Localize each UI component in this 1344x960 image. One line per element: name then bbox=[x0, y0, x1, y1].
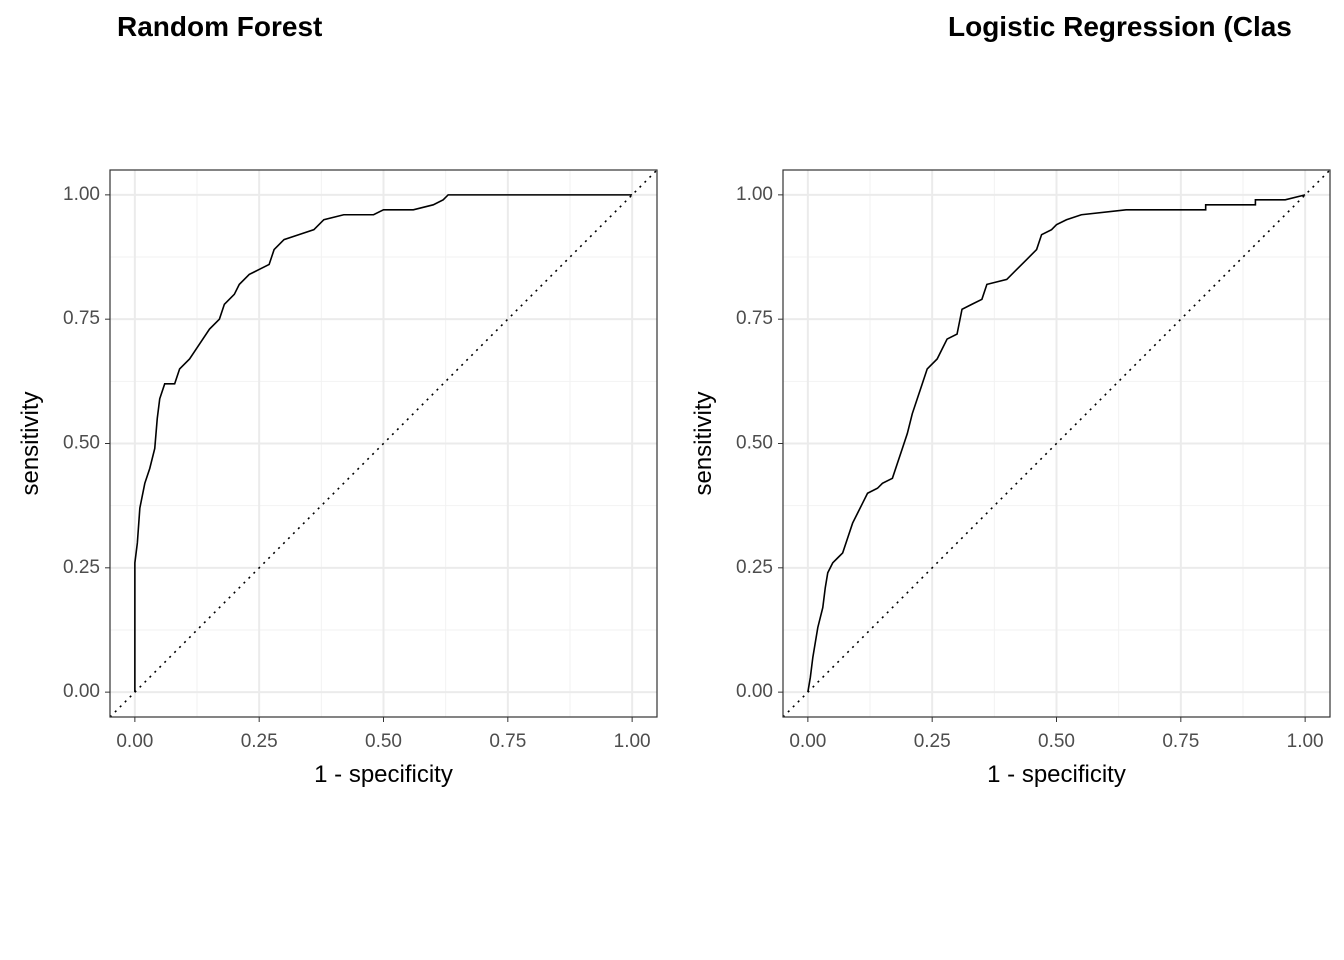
reference-diagonal bbox=[782, 169, 1331, 718]
x-tick-label: 0.00 bbox=[789, 731, 826, 752]
y-tick-label: 0.00 bbox=[63, 681, 100, 702]
y-tick-label: 0.50 bbox=[63, 433, 100, 454]
x-tick-label: 0.00 bbox=[116, 731, 153, 752]
x-tick-label: 0.25 bbox=[241, 731, 278, 752]
x-axis-label: 1 - specificity bbox=[987, 761, 1126, 788]
x-tick-label: 0.25 bbox=[914, 731, 951, 752]
y-tick-label: 0.75 bbox=[63, 308, 100, 329]
reference-diagonal bbox=[109, 169, 658, 718]
y-tick-label: 0.25 bbox=[736, 557, 773, 578]
x-tick-label: 1.00 bbox=[1287, 731, 1324, 752]
y-tick-label: 1.00 bbox=[63, 184, 100, 205]
x-tick-label: 1.00 bbox=[614, 731, 651, 752]
chart-title: Logistic Regression (Clas bbox=[948, 11, 1292, 42]
y-tick-label: 0.50 bbox=[736, 433, 773, 454]
panel-border bbox=[782, 169, 1331, 718]
x-axis-label: 1 - specificity bbox=[314, 761, 453, 788]
roc-curve bbox=[807, 194, 1306, 693]
x-tick-label: 0.50 bbox=[1038, 731, 1075, 752]
y-tick-label: 0.25 bbox=[63, 557, 100, 578]
y-axis-label: sensitivity bbox=[690, 391, 717, 495]
y-tick-label: 1.00 bbox=[736, 184, 773, 205]
y-tick-label: 0.00 bbox=[736, 681, 773, 702]
x-tick-label: 0.50 bbox=[365, 731, 402, 752]
panel-border bbox=[109, 169, 658, 718]
roc-curve bbox=[134, 194, 633, 693]
x-tick-label: 0.75 bbox=[489, 731, 526, 752]
y-axis-label: sensitivity bbox=[17, 391, 44, 495]
y-tick-label: 0.75 bbox=[736, 308, 773, 329]
chart-title: Random Forest bbox=[117, 11, 322, 42]
x-tick-label: 0.75 bbox=[1162, 731, 1199, 752]
